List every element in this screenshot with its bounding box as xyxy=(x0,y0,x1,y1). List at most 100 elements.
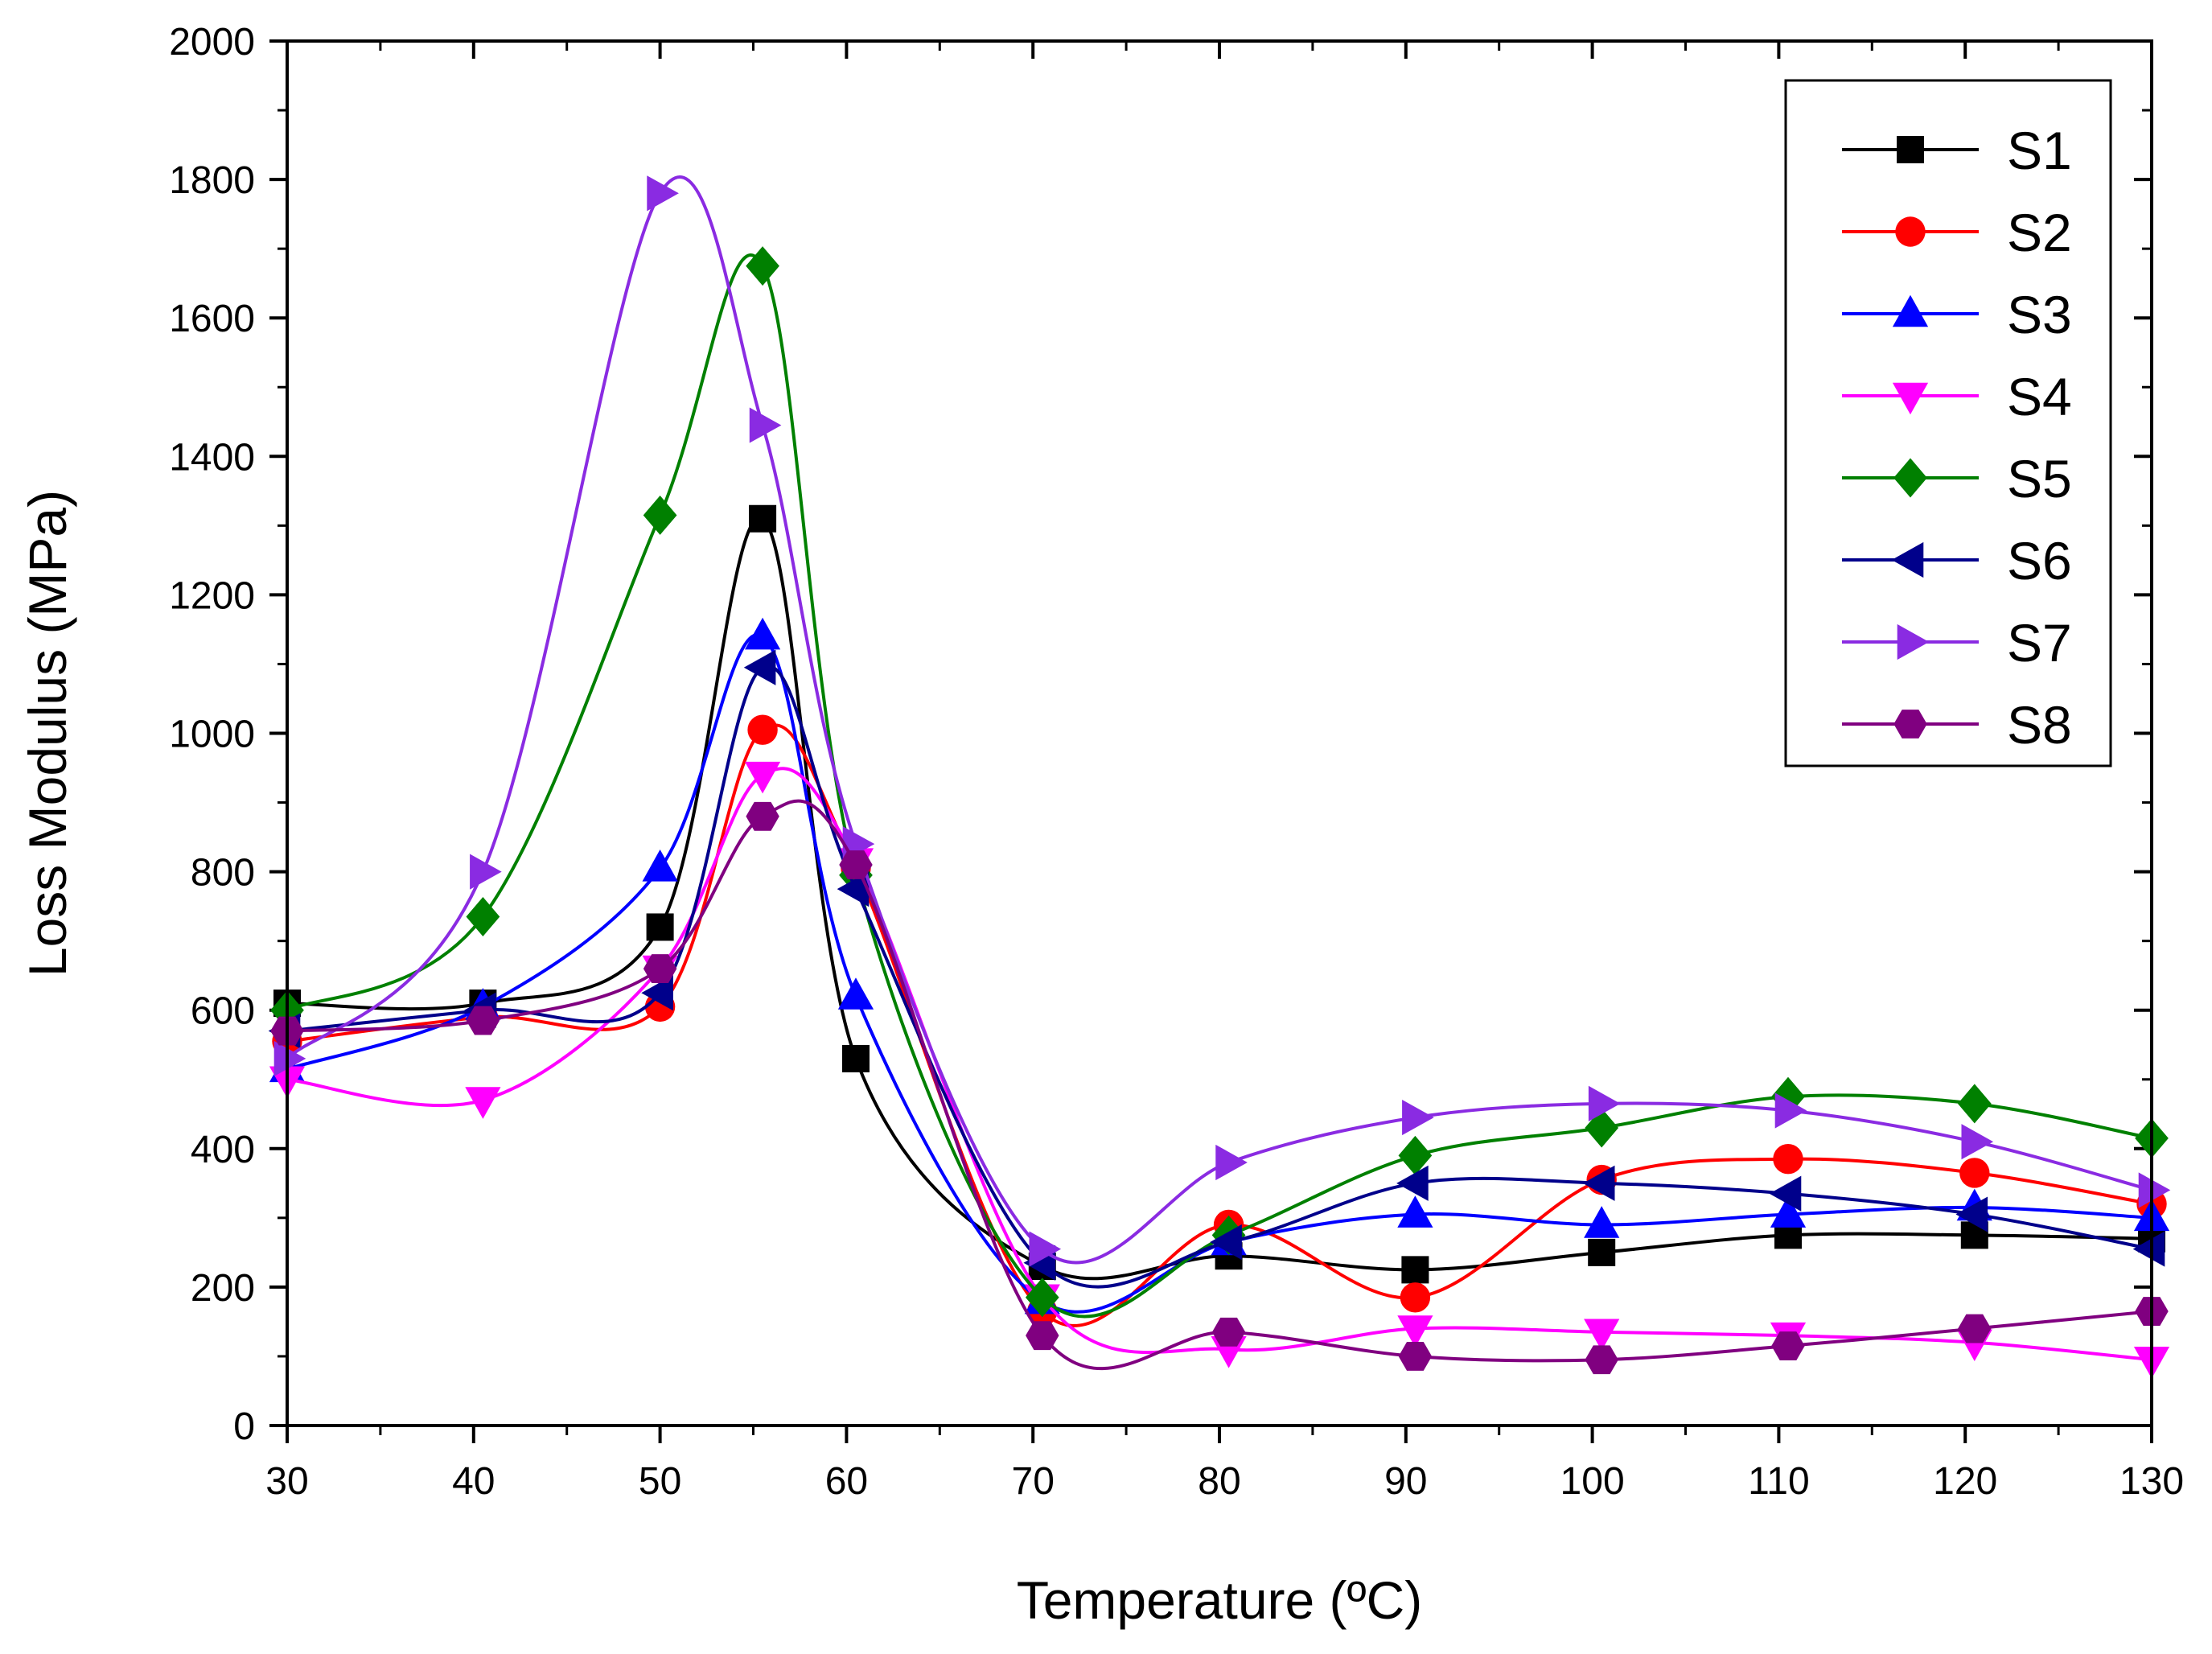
x-tick-label: 40 xyxy=(452,1460,495,1503)
x-tick-label: 130 xyxy=(2119,1460,2184,1503)
data-point-s6 xyxy=(1396,1165,1429,1201)
data-point-s7 xyxy=(1774,1092,1807,1129)
data-point-s5 xyxy=(1585,1108,1619,1148)
data-point-s8 xyxy=(1771,1331,1805,1360)
data-point-s1 xyxy=(841,1044,870,1072)
data-point-s8 xyxy=(1211,1317,1246,1347)
y-tick-label: 1400 xyxy=(169,436,255,479)
y-tick-label: 1800 xyxy=(169,159,255,202)
data-point-s7 xyxy=(2138,1172,2171,1208)
y-tick-label: 200 xyxy=(191,1267,255,1310)
data-point-s2 xyxy=(1400,1282,1431,1313)
x-tick-label: 80 xyxy=(1198,1460,1240,1503)
data-point-s8 xyxy=(643,954,677,984)
data-point-s2 xyxy=(1959,1158,1990,1188)
x-tick-label: 120 xyxy=(1933,1460,1997,1503)
data-point-s6 xyxy=(1582,1165,1615,1201)
series-line-s8 xyxy=(286,799,2152,1371)
legend-box xyxy=(1784,79,2112,767)
legend-label-s6: S6 xyxy=(2007,531,2072,590)
legend-label-s2: S2 xyxy=(2007,203,2072,262)
data-point-s7 xyxy=(1029,1231,1062,1267)
data-point-s3 xyxy=(837,977,874,1010)
data-point-s8 xyxy=(746,801,779,831)
data-point-s6 xyxy=(1955,1196,1988,1232)
data-point-s7 xyxy=(1588,1085,1621,1121)
legend-label-s5: S5 xyxy=(2007,449,2072,508)
series-s6 xyxy=(268,649,2165,1289)
y-tick-label: 2000 xyxy=(169,21,255,64)
x-tick-label: 60 xyxy=(825,1460,868,1503)
legend-label-s8: S8 xyxy=(2007,695,2072,755)
series-layer xyxy=(268,175,2171,1379)
legend-marker-s5 xyxy=(1893,458,1927,498)
data-point-s4 xyxy=(744,761,781,794)
x-tick-label: 100 xyxy=(1560,1460,1625,1503)
legend-marker-s4 xyxy=(1892,382,1929,415)
data-point-s6 xyxy=(743,649,776,685)
data-point-s5 xyxy=(643,495,677,535)
series-line-s4 xyxy=(286,767,2152,1362)
data-point-s2 xyxy=(1773,1144,1803,1175)
y-tick-label: 600 xyxy=(191,990,255,1033)
x-tick-labels: 30 40 50 60 70 80 90 100 110 120 130 xyxy=(265,1460,2184,1503)
y-tick-label: 1000 xyxy=(169,714,255,756)
legend-label-s7: S7 xyxy=(2007,613,2072,673)
x-tick-label: 30 xyxy=(265,1460,308,1503)
data-point-s6 xyxy=(1210,1224,1242,1261)
data-point-s8 xyxy=(1585,1345,1618,1375)
legend-item-s7: S7 xyxy=(1842,613,2072,673)
legend-marker-s7 xyxy=(1897,623,1930,660)
plot-frame xyxy=(286,39,2153,1427)
legend-label-s3: S3 xyxy=(2007,285,2072,344)
data-point-s3 xyxy=(1584,1206,1620,1238)
data-point-s6 xyxy=(2132,1231,2165,1267)
series-s4 xyxy=(269,761,2170,1379)
data-point-s5 xyxy=(466,897,500,937)
data-point-s1 xyxy=(1401,1256,1429,1284)
legend-item-s4: S4 xyxy=(1842,367,2072,426)
legend-label-s1: S1 xyxy=(2007,121,2072,180)
data-point-s3 xyxy=(1770,1195,1807,1228)
legend-item-s5: S5 xyxy=(1842,449,2072,508)
data-point-s8 xyxy=(1026,1321,1059,1351)
data-point-s1 xyxy=(749,504,777,533)
series-line-s7 xyxy=(286,175,2152,1265)
x-tick-label: 110 xyxy=(1748,1460,1810,1503)
data-point-s3 xyxy=(642,849,678,882)
legend: S1 S2 S3 S4 S5 S6 S7 S8 xyxy=(1784,79,2112,767)
data-point-s7 xyxy=(273,1040,306,1077)
y-tick-label: 1600 xyxy=(169,298,255,340)
y-tick-label: 1200 xyxy=(169,574,255,617)
legend-item-s1: S1 xyxy=(1842,121,2072,180)
x-tick-label: 70 xyxy=(1012,1460,1055,1503)
y-tick-labels: 0 200 400 600 800 1000 1200 1400 1600 1800 2000 xyxy=(169,21,255,1448)
legend-item-s2: S2 xyxy=(1842,203,2072,262)
data-point-s6 xyxy=(641,975,673,1011)
data-point-s8 xyxy=(1958,1314,1992,1343)
data-point-s5 xyxy=(746,246,779,286)
data-point-s4 xyxy=(465,1087,501,1119)
data-point-s8 xyxy=(839,850,873,879)
data-point-s7 xyxy=(647,175,679,212)
x-tick-label: 90 xyxy=(1384,1460,1427,1503)
legend-item-s3: S3 xyxy=(1842,285,2072,344)
legend-marker-s1 xyxy=(1897,136,1924,163)
data-point-s5 xyxy=(1025,1278,1059,1318)
data-point-s3 xyxy=(1397,1195,1433,1228)
series-s8 xyxy=(270,799,2169,1375)
y-tick-label: 0 xyxy=(233,1405,255,1448)
data-point-s3 xyxy=(744,617,781,650)
data-point-s8 xyxy=(466,1006,500,1035)
legend-marker-s6 xyxy=(1891,541,1924,578)
legend-item-s6: S6 xyxy=(1842,531,2072,590)
x-axis-title: Temperature (ºC) xyxy=(1017,1570,1423,1630)
data-point-s8 xyxy=(1398,1342,1433,1371)
data-point-s7 xyxy=(749,407,782,443)
data-point-s1 xyxy=(1588,1238,1616,1266)
legend-item-s8: S8 xyxy=(1842,695,2072,755)
legend-marker-s2 xyxy=(1895,216,1926,247)
data-point-s6 xyxy=(1769,1175,1802,1212)
data-point-s1 xyxy=(646,913,674,941)
